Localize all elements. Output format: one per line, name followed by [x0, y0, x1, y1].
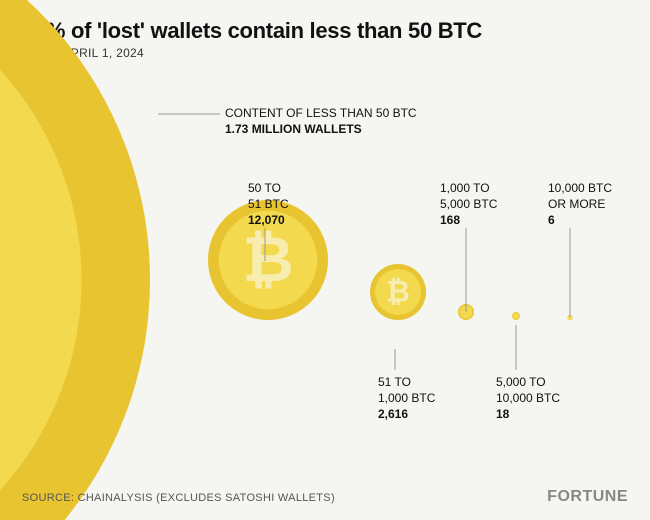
svg-text:₿: ₿ [386, 276, 410, 309]
bucket-label-r10000plus: 10,000 BTCOR MORE6 [548, 180, 612, 229]
bucket-value: 12,070 [248, 212, 289, 228]
source-line: SOURCE: CHAINALYSIS (EXCLUDES SATOSHI WA… [22, 492, 335, 504]
bucket-label-r1000_5000: 1,000 TO5,000 BTC168 [440, 180, 497, 229]
bucket-value: 2,616 [378, 406, 435, 422]
proportional-circles-chart: ₿₿ [0, 0, 650, 520]
bucket-value: 18 [496, 406, 560, 422]
bucket-range: 1,000 TO [440, 180, 497, 196]
bucket-value: 6 [548, 212, 612, 228]
bucket-range: 10,000 BTC [548, 180, 612, 196]
bucket-label-r50_51: 50 TO51 BTC12,070 [248, 180, 289, 229]
bucket-value: 168 [440, 212, 497, 228]
svg-text:₿: ₿ [242, 225, 293, 295]
bucket-label-r51_1000: 51 TO1,000 BTC2,616 [378, 374, 435, 423]
bucket-value: 1.73 MILLION WALLETS [225, 121, 417, 137]
bucket-label-lt50: CONTENT OF LESS THAN 50 BTC1.73 MILLION … [225, 105, 417, 137]
bucket-range: 51 TO [378, 374, 435, 390]
bucket-range: 50 TO [248, 180, 289, 196]
bucket-range: 5,000 TO [496, 374, 560, 390]
bucket-label-r5000_10000: 5,000 TO10,000 BTC18 [496, 374, 560, 423]
publisher-brand: FORTUNE [547, 488, 628, 506]
bucket-range: CONTENT OF LESS THAN 50 BTC [225, 105, 417, 121]
